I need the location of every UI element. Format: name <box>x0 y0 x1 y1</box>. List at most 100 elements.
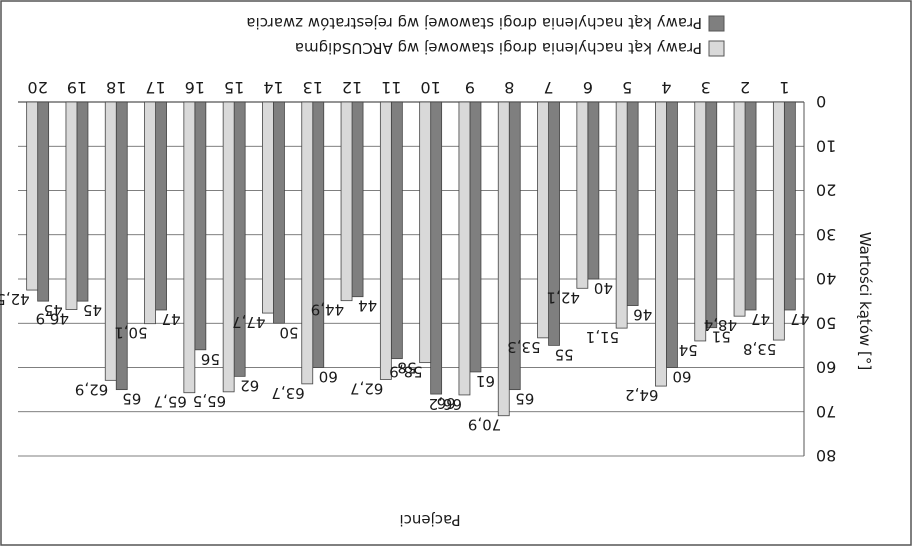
data-label-series-1-patient-10: 66 <box>437 394 456 412</box>
y-tick-label-30: 30 <box>816 225 836 244</box>
x-tick-label-11: 11 <box>381 78 401 97</box>
data-label-series-2-patient-4: 64,2 <box>625 386 658 404</box>
data-label-series-1-patient-3: 51 <box>712 328 731 346</box>
bar-series-2-patient-7 <box>537 101 549 339</box>
legend-label-series-1: Prawy kąt nachylenia drogi stawowej wg r… <box>246 14 702 32</box>
bar-series-1-patient-20 <box>37 101 50 302</box>
y-tick-label-80: 80 <box>816 446 836 465</box>
bar-series-2-patient-17 <box>144 101 156 325</box>
x-tick-label-9: 9 <box>465 78 475 97</box>
data-label-series-1-patient-1: 47 <box>790 310 809 328</box>
bar-series-2-patient-16 <box>183 101 196 394</box>
bar-series-1-patient-18 <box>115 101 128 391</box>
data-label-series-1-patient-16: 56 <box>201 350 220 368</box>
legend: Prawy kąt nachylenia drogi stawowej wg r… <box>246 14 725 57</box>
bar-series-2-patient-2 <box>733 101 746 317</box>
bar-series-1-patient-9 <box>469 101 482 373</box>
data-label-series-1-patient-6: 40 <box>594 279 613 297</box>
data-label-series-1-patient-20: 45 <box>44 301 63 319</box>
x-tick-label-8: 8 <box>504 78 514 97</box>
x-tick-label-3: 3 <box>701 78 711 97</box>
y-tick-label-60: 60 <box>816 358 836 377</box>
data-label-series-2-patient-17: 50,1 <box>114 324 147 342</box>
bar-series-1-patient-17 <box>155 101 167 311</box>
bar-series-1-patient-19 <box>76 101 89 302</box>
bar-series-1-patient-16 <box>194 101 207 351</box>
x-tick-label-6: 6 <box>583 78 593 97</box>
data-label-series-1-patient-7: 55 <box>555 345 574 363</box>
x-tick-label-1: 1 <box>779 78 789 97</box>
bar-series-2-patient-11 <box>379 101 392 380</box>
data-label-series-2-patient-15: 65,5 <box>193 392 226 410</box>
bar-series-2-patient-20 <box>26 101 39 291</box>
bar-series-2-patient-15 <box>222 101 235 393</box>
data-label-series-1-patient-8: 65 <box>515 390 534 408</box>
bar-series-2-patient-3 <box>694 101 707 342</box>
legend-swatch-series-2 <box>708 40 725 57</box>
data-label-series-1-patient-18: 65 <box>122 390 141 408</box>
x-tick-label-16: 16 <box>185 78 205 97</box>
y-tick-label-70: 70 <box>816 402 836 421</box>
data-label-series-2-patient-12: 44,9 <box>311 301 344 319</box>
data-label-series-1-patient-9: 61 <box>476 372 495 390</box>
data-label-series-2-patient-19: 46,9 <box>36 310 69 328</box>
y-tick-labels: 0 10 20 30 40 50 60 70 80 <box>816 92 836 465</box>
bar-series-1-patient-1 <box>783 101 796 311</box>
bar-series-2-patient-1 <box>772 101 785 341</box>
data-label-series-1-patient-13: 60 <box>319 368 338 386</box>
data-label-series-1-patient-15: 62 <box>240 376 259 394</box>
bar-series-1-patient-12 <box>351 101 364 298</box>
y-tick-label-0: 0 <box>816 92 826 111</box>
bar-series-2-patient-18 <box>104 101 117 381</box>
data-label-series-1-patient-4: 60 <box>672 368 691 386</box>
legend-swatch-series-1 <box>708 15 725 32</box>
bar-series-1-patient-7 <box>548 101 560 346</box>
bar-series-1-patient-11 <box>390 101 403 360</box>
bar-series-1-patient-15 <box>233 101 246 377</box>
data-label-series-1-patient-14: 50 <box>279 323 298 341</box>
data-labels: 47 53,8 47 48,451 54 60 64,2 46 51,1 40 42,1 55 53,3… <box>0 279 809 434</box>
y-axis-label: Wartości kątów [°] <box>856 232 874 370</box>
bar-series-1-patient-3 <box>705 101 718 329</box>
data-label-series-1-patient-19: 45 <box>83 301 102 319</box>
bar-series-2-patient-4 <box>655 101 667 387</box>
bar-series-1-patient-5 <box>626 101 639 306</box>
x-tick-label-2: 2 <box>740 78 750 97</box>
data-label-series-2-patient-18: 62,9 <box>75 380 108 398</box>
x-tick-label-13: 13 <box>303 78 323 97</box>
data-label-series-2-patient-14: 47,7 <box>232 313 265 331</box>
bar-series-1-patient-2 <box>744 101 757 311</box>
data-label-series-2-patient-13: 63,7 <box>271 384 304 402</box>
data-label-series-1-patient-17: 47 <box>162 310 181 328</box>
x-tick-label-19: 19 <box>67 78 87 97</box>
data-label-series-2-patient-7: 53,3 <box>507 338 540 356</box>
x-tick-label-4: 4 <box>661 78 671 97</box>
data-label-series-1-patient-12: 44 <box>358 297 377 315</box>
bar-series-1-patient-14 <box>273 101 285 324</box>
data-label-series-2-patient-10: 58,9 <box>389 363 422 381</box>
x-tick-label-15: 15 <box>224 78 244 97</box>
data-label-series-2-patient-11: 62,7 <box>350 379 383 397</box>
bar-series-2-patient-9 <box>458 101 471 396</box>
y-tick-label-20: 20 <box>816 181 836 200</box>
legend-label-series-2: Prawy kąt nachylenia drogi stawowej wg A… <box>295 39 702 57</box>
data-label-series-2-patient-3: 54 <box>679 341 698 359</box>
bars <box>26 101 796 417</box>
x-tick-label-12: 12 <box>342 78 362 97</box>
x-tick-label-20: 20 <box>27 78 47 97</box>
data-label-series-2-patient-2: 48,4 <box>704 316 737 334</box>
data-label-series-1-patient-11: 58 <box>397 359 416 377</box>
bar-series-2-patient-6 <box>576 101 589 289</box>
x-tick-label-18: 18 <box>106 78 126 97</box>
bar-series-2-patient-19 <box>65 101 78 310</box>
bar-series-2-patient-12 <box>340 101 353 302</box>
bar-series-1-patient-10 <box>430 101 443 395</box>
x-tick-label-7: 7 <box>543 78 553 97</box>
data-label-series-1-patient-5: 46 <box>633 306 652 324</box>
data-label-series-2-patient-5: 51,1 <box>586 328 619 346</box>
y-tick-label-40: 40 <box>816 269 836 288</box>
bar-series-2-patient-10 <box>419 101 432 364</box>
